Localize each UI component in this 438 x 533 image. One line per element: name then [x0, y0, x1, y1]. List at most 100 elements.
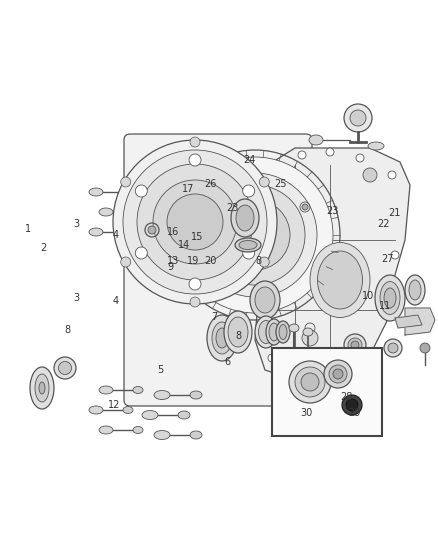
Text: 13: 13: [167, 256, 179, 266]
Ellipse shape: [133, 386, 143, 393]
Ellipse shape: [329, 365, 347, 383]
Ellipse shape: [39, 382, 45, 394]
Ellipse shape: [239, 240, 257, 249]
Text: 9: 9: [168, 262, 174, 271]
Text: 27: 27: [381, 254, 394, 263]
Circle shape: [259, 177, 269, 187]
Ellipse shape: [154, 391, 170, 400]
Ellipse shape: [409, 280, 421, 300]
Bar: [272, 348, 382, 436]
Ellipse shape: [318, 251, 363, 309]
Text: 12: 12: [108, 400, 120, 410]
Ellipse shape: [235, 238, 261, 252]
Circle shape: [344, 104, 372, 132]
Circle shape: [356, 154, 364, 162]
Ellipse shape: [255, 287, 275, 313]
Text: 26: 26: [204, 179, 216, 189]
Ellipse shape: [255, 316, 277, 348]
Ellipse shape: [54, 357, 76, 379]
Ellipse shape: [142, 233, 158, 243]
Text: 22: 22: [377, 219, 389, 229]
Circle shape: [243, 185, 254, 197]
Text: 17: 17: [182, 184, 194, 194]
Text: 6: 6: [225, 358, 231, 367]
Text: 8: 8: [255, 256, 261, 266]
Ellipse shape: [290, 365, 299, 372]
Circle shape: [259, 257, 269, 267]
Ellipse shape: [190, 431, 202, 439]
Circle shape: [135, 247, 147, 259]
Ellipse shape: [99, 426, 113, 434]
Ellipse shape: [342, 395, 362, 415]
Circle shape: [388, 171, 396, 179]
Circle shape: [153, 180, 237, 264]
Text: 15: 15: [191, 232, 203, 242]
Ellipse shape: [384, 339, 402, 357]
Circle shape: [190, 297, 200, 307]
Circle shape: [391, 251, 399, 259]
Circle shape: [193, 173, 317, 297]
Ellipse shape: [333, 369, 343, 379]
Ellipse shape: [224, 311, 252, 353]
Ellipse shape: [228, 317, 248, 347]
Circle shape: [123, 150, 267, 294]
Text: 25: 25: [274, 179, 286, 189]
Ellipse shape: [231, 199, 259, 237]
Circle shape: [167, 194, 223, 250]
Polygon shape: [255, 148, 410, 380]
Text: 4: 4: [113, 296, 119, 306]
Ellipse shape: [380, 281, 400, 314]
Text: 3: 3: [74, 219, 80, 229]
Circle shape: [306, 371, 314, 379]
Circle shape: [135, 185, 147, 197]
Text: 24: 24: [244, 155, 256, 165]
Circle shape: [243, 247, 254, 259]
Ellipse shape: [142, 410, 158, 419]
Circle shape: [420, 343, 430, 353]
Ellipse shape: [236, 205, 254, 231]
Text: 5: 5: [157, 366, 163, 375]
Ellipse shape: [405, 275, 425, 305]
Ellipse shape: [303, 328, 313, 336]
Text: 23: 23: [327, 206, 339, 215]
Ellipse shape: [123, 229, 133, 236]
Text: 2: 2: [41, 243, 47, 253]
FancyBboxPatch shape: [124, 134, 312, 406]
Circle shape: [190, 137, 200, 147]
Text: 21: 21: [388, 208, 400, 218]
Ellipse shape: [346, 399, 358, 411]
Text: 14: 14: [178, 240, 190, 250]
Ellipse shape: [154, 214, 170, 222]
Ellipse shape: [89, 188, 103, 196]
Circle shape: [363, 168, 377, 182]
Circle shape: [137, 164, 253, 280]
Ellipse shape: [190, 391, 202, 399]
Text: 4: 4: [113, 230, 119, 239]
Ellipse shape: [123, 189, 133, 196]
Circle shape: [220, 200, 290, 270]
Ellipse shape: [310, 243, 370, 318]
Ellipse shape: [142, 193, 158, 203]
Ellipse shape: [368, 142, 384, 150]
Text: 10: 10: [362, 291, 374, 301]
Text: 1: 1: [25, 224, 32, 234]
Ellipse shape: [289, 324, 299, 332]
Text: 23: 23: [226, 203, 238, 213]
Ellipse shape: [269, 323, 279, 341]
Circle shape: [189, 154, 201, 166]
Ellipse shape: [314, 357, 346, 379]
Text: 3: 3: [74, 294, 80, 303]
Ellipse shape: [212, 322, 232, 354]
Ellipse shape: [289, 361, 331, 403]
Circle shape: [113, 140, 277, 304]
Ellipse shape: [99, 208, 113, 216]
Circle shape: [121, 177, 131, 187]
Circle shape: [350, 110, 366, 126]
Ellipse shape: [99, 386, 113, 394]
Circle shape: [205, 185, 305, 285]
Ellipse shape: [279, 325, 287, 340]
Ellipse shape: [207, 315, 237, 361]
Ellipse shape: [89, 228, 103, 236]
Text: 16: 16: [167, 227, 179, 237]
Ellipse shape: [250, 281, 280, 319]
